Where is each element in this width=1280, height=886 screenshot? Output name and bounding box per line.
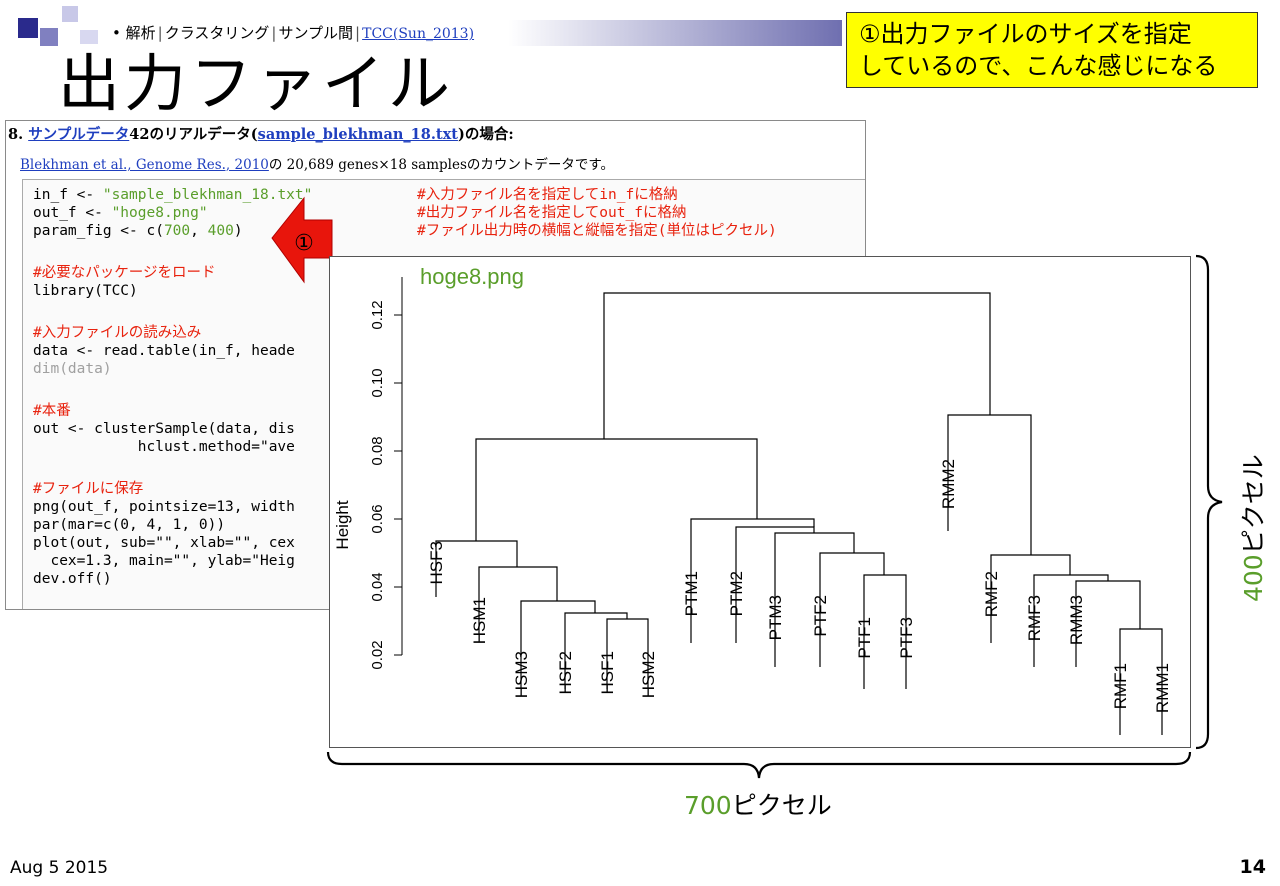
sample-file-link[interactable]: sample_blekhman_18.txt bbox=[257, 126, 458, 143]
breadcrumb-link-tcc[interactable]: TCC(Sun_2013) bbox=[362, 26, 475, 42]
code-line-14: par(mar=c(0, 4, 1, 0)) bbox=[33, 517, 226, 533]
leaf-label: PTF2 bbox=[811, 595, 830, 637]
corner-square-dark bbox=[18, 18, 38, 38]
page-title: 出力ファイル bbox=[58, 47, 455, 120]
y-tick-label: 0.12 bbox=[369, 300, 386, 329]
leaf-label: RMF1 bbox=[1111, 663, 1130, 709]
height-label-number: 400 bbox=[1239, 554, 1268, 602]
code-line-6: #入力ファイルの読み込み bbox=[33, 325, 202, 341]
dendrogram-svg: hoge8.png 0.02 0.04 0.06 0.08 0.10 0.12 … bbox=[333, 264, 1172, 735]
y-tick-group bbox=[394, 314, 402, 656]
leaf-label: HSF2 bbox=[556, 651, 575, 694]
code-line-12: #ファイルに保存 bbox=[33, 481, 144, 497]
leaf-label: RMF3 bbox=[1025, 595, 1044, 641]
breadcrumb-item-samples[interactable]: サンプル間 bbox=[278, 24, 354, 42]
code-line-2: out_f <- "hoge8.png" bbox=[33, 205, 208, 221]
doc-heading: 8. サンプルデータ42のリアルデータ(sample_blekhman_18.t… bbox=[8, 123, 514, 144]
heading-prefix: 8. bbox=[8, 126, 29, 143]
width-brace-icon bbox=[326, 751, 1192, 779]
leaf-label: HSF3 bbox=[427, 541, 446, 584]
doc-description: Blekhman et al., Genome Res., 2010の 20,6… bbox=[20, 153, 614, 173]
heading-suffix: )の場合: bbox=[457, 126, 514, 143]
corner-square-light2 bbox=[80, 30, 98, 44]
desc-text: の 20,689 genes×18 samplesのカウントデータです。 bbox=[268, 157, 615, 173]
width-label-unit: ピクセル bbox=[731, 791, 832, 820]
code-line-9: #本番 bbox=[33, 403, 71, 419]
dendrogram-branches bbox=[435, 292, 1163, 735]
code-line-8: dim(data) bbox=[33, 361, 112, 377]
blekhman-link[interactable]: Blekhman et al., Genome Res., 2010 bbox=[20, 157, 269, 173]
code-line-15: plot(out, sub="", xlab="", cex bbox=[33, 535, 295, 551]
leaf-label: PTM3 bbox=[766, 595, 785, 640]
height-brace-icon bbox=[1195, 254, 1223, 750]
y-tick-label: 0.10 bbox=[369, 368, 386, 397]
code-line-1: in_f <- "sample_blekhman_18.txt" bbox=[33, 187, 313, 203]
leaf-label: RMM3 bbox=[1067, 595, 1086, 645]
code-comment-2: #出力ファイル名を指定してout_fに格納 bbox=[417, 205, 687, 221]
callout-note: ①出力ファイルのサイズを指定 しているので、こんな感じになる bbox=[846, 12, 1258, 88]
height-label-unit: ピクセル bbox=[1239, 454, 1268, 554]
dendrogram-file-label: hoge8.png bbox=[420, 264, 524, 289]
arrow-label: ① bbox=[294, 231, 314, 256]
code-line-17: dev.off() bbox=[33, 571, 112, 587]
corner-square-mid bbox=[40, 28, 58, 46]
leaf-label: HSM2 bbox=[639, 651, 658, 698]
footer-date: Aug 5 2015 bbox=[10, 858, 109, 878]
callout-line-2: しているので、こんな感じになる bbox=[859, 52, 1218, 80]
svg-text:400ピクセル: 400ピクセル bbox=[1239, 454, 1268, 602]
dendrogram-panel: hoge8.png 0.02 0.04 0.06 0.08 0.10 0.12 … bbox=[329, 256, 1191, 748]
code-comment-1: #入力ファイル名を指定してin_fに格納 bbox=[417, 187, 678, 203]
leaf-label: RMM2 bbox=[939, 459, 958, 509]
height-label: 400ピクセル bbox=[1239, 454, 1268, 602]
leaf-label: HSM3 bbox=[512, 651, 531, 698]
code-line-4: #必要なパッケージをロード bbox=[33, 265, 216, 281]
red-arrow-icon: ① bbox=[271, 196, 333, 284]
leaf-label: PTF1 bbox=[855, 617, 874, 659]
y-tick-label: 0.02 bbox=[369, 640, 386, 669]
breadcrumb: • 解析 | クラスタリング | サンプル間 | TCC(Sun_2013) bbox=[100, 20, 842, 46]
leaf-label: PTM1 bbox=[682, 571, 701, 616]
leaf-label: HSM1 bbox=[470, 597, 489, 644]
leaf-label: PTF3 bbox=[897, 617, 916, 659]
width-label-number: 700 bbox=[684, 791, 732, 820]
y-tick-label: 0.04 bbox=[369, 572, 386, 601]
corner-square-light bbox=[62, 6, 78, 22]
heading-mid: 42のリアルデータ( bbox=[129, 126, 258, 143]
code-line-5: library(TCC) bbox=[33, 283, 138, 299]
code-comment-3: #ファイル出力時の横幅と縦幅を指定(単位はピクセル) bbox=[417, 223, 777, 239]
breadcrumb-bullet: • bbox=[112, 24, 121, 42]
code-line-7: data <- read.table(in_f, heade bbox=[33, 343, 295, 359]
code-line-11: hclust.method="ave bbox=[33, 439, 295, 455]
y-tick-label: 0.08 bbox=[369, 436, 386, 465]
leaf-label: HSF1 bbox=[598, 651, 617, 694]
breadcrumb-item-analysis[interactable]: 解析 bbox=[125, 24, 156, 42]
leaf-label: RMF2 bbox=[982, 571, 1001, 617]
code-line-16: cex=1.3, main="", ylab="Heig bbox=[33, 553, 295, 569]
leaf-label: RMM1 bbox=[1153, 663, 1172, 713]
sample-data-link[interactable]: サンプルデータ bbox=[28, 126, 130, 143]
slide-number: 14 bbox=[1239, 856, 1266, 878]
width-label: 700ピクセル bbox=[684, 786, 832, 822]
code-line-13: png(out_f, pointsize=13, width bbox=[33, 499, 295, 515]
y-axis-title: Height bbox=[333, 500, 352, 549]
code-line-10: out <- clusterSample(data, dis bbox=[33, 421, 295, 437]
y-tick-label: 0.06 bbox=[369, 504, 386, 533]
callout-line-1: ①出力ファイルのサイズを指定 bbox=[859, 20, 1192, 48]
leaf-label: PTM2 bbox=[727, 571, 746, 616]
code-line-3: param_fig <- c(700, 400) bbox=[33, 223, 243, 239]
breadcrumb-item-clustering[interactable]: クラスタリング bbox=[164, 24, 270, 42]
